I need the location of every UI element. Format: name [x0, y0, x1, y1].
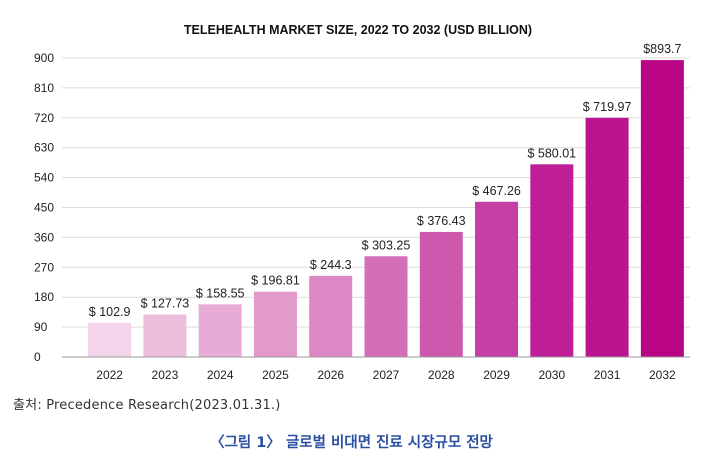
axes: 0 90 180 270 360 450 540 630 720 810 900 2022 2023 20…: [34, 51, 690, 382]
bar-2022: [88, 322, 132, 357]
data-label-2030: $ 580.01: [527, 146, 576, 160]
y-tick-label: 900: [34, 51, 54, 65]
y-tick-label: 540: [34, 171, 54, 185]
y-tick-label: 450: [34, 201, 54, 215]
y-tick-label: 270: [34, 260, 54, 274]
data-label-2029: $ 467.26: [472, 184, 521, 198]
y-tick-label: 90: [34, 320, 48, 334]
bars: [88, 60, 684, 358]
y-tick-label: 630: [34, 141, 54, 155]
bar-2027: [364, 256, 408, 357]
x-tick-label: 2026: [317, 368, 344, 382]
bar-2031: [585, 117, 629, 357]
bar-2029: [475, 201, 519, 357]
bar-2025: [253, 291, 297, 357]
y-tick-label: 0: [34, 350, 41, 364]
figure-caption: 〈그림 1〉 글로벌 비대면 진료 시장규모 전망: [210, 435, 493, 451]
y-tick-label: 180: [34, 290, 54, 304]
x-tick-label: 2031: [594, 368, 621, 382]
source-note: 출처: Precedence Research(2023.01.31.): [13, 398, 281, 413]
chart-title: TELEHEALTH MARKET SIZE, 2022 TO 2032 (US…: [184, 23, 532, 37]
y-tick-label: 720: [34, 111, 54, 125]
data-label-2023: $ 127.73: [141, 297, 190, 311]
bar-2023: [143, 314, 187, 357]
x-tick-label: 2025: [262, 368, 289, 382]
data-label-2022: $ 102.9: [89, 305, 131, 319]
x-tick-label: 2027: [373, 368, 400, 382]
x-tick-label: 2022: [96, 368, 123, 382]
bar-2030: [530, 164, 574, 357]
x-tick-label: 2023: [152, 368, 179, 382]
data-label-2032: $893.7: [643, 42, 681, 56]
y-tick-label: 810: [34, 81, 54, 95]
data-label-2027: $ 303.25: [362, 238, 411, 252]
gridlines: [62, 57, 690, 328]
bar-2024: [198, 304, 242, 357]
x-tick-label: 2029: [483, 368, 510, 382]
bar-2028: [419, 231, 463, 357]
data-label-2025: $ 196.81: [251, 274, 300, 288]
bar-2026: [309, 275, 353, 357]
x-tick-label: 2024: [207, 368, 234, 382]
data-label-2031: $ 719.97: [583, 100, 632, 114]
data-labels: $ 102.9 $ 127.73 $ 158.55 $ 196.81 $ 244.3 $ …: [89, 42, 682, 319]
x-tick-label: 2028: [428, 368, 455, 382]
data-label-2028: $ 376.43: [417, 214, 466, 228]
bar-2032: [640, 60, 684, 358]
data-label-2024: $ 158.55: [196, 286, 245, 300]
x-tick-label: 2032: [649, 368, 676, 382]
data-label-2026: $ 244.3: [310, 258, 352, 272]
x-tick-label: 2030: [538, 368, 565, 382]
y-tick-label: 360: [34, 230, 54, 244]
bar-chart: TELEHEALTH MARKET SIZE, 2022 TO 2032 (US…: [34, 23, 690, 382]
